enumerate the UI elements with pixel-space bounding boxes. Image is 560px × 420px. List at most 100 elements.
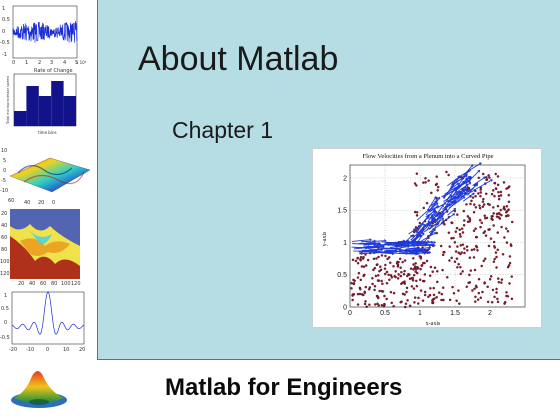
velocity-sample-point <box>497 197 501 201</box>
velocity-arrow <box>447 196 457 202</box>
velocity-sample-point <box>458 228 461 232</box>
velocity-sample-point <box>424 181 427 184</box>
surface-xtick: 60 <box>8 198 14 204</box>
velocity-sample-point <box>377 255 380 259</box>
velocity-sample-point <box>413 301 416 304</box>
velocity-sample-point <box>392 265 395 268</box>
velocity-sample-point <box>497 216 501 219</box>
signal-ytick: 1 <box>2 6 5 12</box>
velocity-sample-point <box>364 285 368 289</box>
velocity-sample-point <box>384 272 387 276</box>
velocity-sample-point <box>486 285 489 289</box>
velocity-sample-point <box>495 287 498 291</box>
velocity-sample-point <box>440 292 444 296</box>
velocity-sample-point <box>483 230 487 233</box>
velocity-sample-point <box>385 281 389 285</box>
velocity-sample-point <box>492 260 496 263</box>
bar-thumb-bar <box>63 96 76 126</box>
velocity-sample-point <box>362 265 366 268</box>
velocity-sample-point <box>492 212 495 215</box>
velocity-arrow <box>457 176 470 188</box>
velocity-sample-point <box>373 266 377 270</box>
velocity-sample-point <box>414 270 417 273</box>
velocity-sample-point <box>436 189 440 192</box>
velocity-sample-point <box>474 284 478 288</box>
velocity-sample-point <box>413 296 417 299</box>
velocity-sample-point <box>371 282 374 286</box>
sinc-ytick: 1 <box>4 293 7 299</box>
velocity-sample-point <box>474 295 477 299</box>
velocity-sample-point <box>396 277 400 280</box>
x-tick-label: 0.5 <box>380 310 390 317</box>
velocity-sample-point <box>378 289 381 293</box>
velocity-arrow <box>351 246 368 250</box>
velocity-sample-point <box>405 286 409 290</box>
velocity-sample-point <box>508 261 512 265</box>
velocity-arrow <box>407 243 429 247</box>
velocity-arrow <box>442 188 458 198</box>
velocity-sample-point <box>492 224 495 227</box>
velocity-sample-point <box>385 270 389 274</box>
velocity-sample-point <box>496 175 500 178</box>
velocity-sample-point <box>488 176 491 179</box>
velocity-sample-point <box>432 286 436 290</box>
velocity-sample-point <box>372 257 376 261</box>
signal-xtick: 0 <box>12 60 15 66</box>
sinc-xtick: -10 <box>26 347 34 353</box>
y-tick-label: 1.5 <box>337 208 347 215</box>
velocity-sample-point <box>453 260 457 264</box>
y-tick-label: 0.5 <box>337 272 347 279</box>
velocity-sample-point <box>423 290 427 294</box>
velocity-sample-point <box>465 203 468 206</box>
velocity-arrow <box>462 192 475 202</box>
velocity-sample-point <box>388 256 391 259</box>
velocity-sample-point <box>414 262 417 265</box>
velocity-sample-point <box>473 203 476 206</box>
chart-ylabel: y-axis <box>322 231 328 246</box>
velocity-sample-point <box>492 240 496 244</box>
velocity-sample-point <box>406 274 409 278</box>
velocity-sample-point <box>363 273 366 277</box>
fractal-xtick: 20 <box>18 281 24 286</box>
velocity-sample-point <box>408 304 412 308</box>
velocity-sample-point <box>460 251 463 254</box>
velocity-sample-point <box>456 213 459 216</box>
velocity-sample-point <box>496 183 500 187</box>
velocity-sample-point <box>451 285 454 289</box>
velocity-sample-point <box>485 178 488 182</box>
velocity-sample-point <box>393 274 396 278</box>
velocity-sample-point <box>510 297 514 301</box>
velocity-sample-point <box>389 290 393 294</box>
velocity-arrow <box>430 212 440 219</box>
velocity-sample-point <box>487 244 491 248</box>
velocity-sample-point <box>373 288 376 292</box>
sinc-plot-thumbnail: 1 0.5 0 -0.5 -20 -10 0 10 20 <box>0 288 95 356</box>
velocity-sample-point <box>497 280 501 284</box>
velocity-arrow <box>461 183 479 198</box>
velocity-sample-point <box>493 181 496 185</box>
sinc-ytick: 0 <box>4 320 7 326</box>
velocity-sample-point <box>461 231 465 234</box>
matlab-membrane-logo <box>8 362 70 412</box>
velocity-sample-point <box>405 290 408 294</box>
velocity-arrow <box>429 205 440 212</box>
velocity-sample-point <box>472 229 476 233</box>
velocity-sample-point <box>399 274 403 278</box>
velocity-sample-point <box>372 268 375 272</box>
velocity-sample-point <box>493 245 496 248</box>
velocity-sample-point <box>409 267 413 270</box>
velocity-sample-point <box>377 274 380 277</box>
velocity-sample-point <box>476 298 480 301</box>
fractal-image-thumbnail: 20 40 60 80 100 120 20 40 60 80 100 120 <box>0 206 95 287</box>
velocity-sample-point <box>435 175 438 178</box>
flow-velocity-chart: Flow Velocities from a Plenum into a Cur… <box>322 153 526 327</box>
velocity-sample-point <box>469 269 473 272</box>
signal-ytick: 0.5 <box>2 17 10 23</box>
velocity-sample-point <box>505 294 508 298</box>
velocity-sample-point <box>371 277 374 280</box>
velocity-sample-point <box>497 211 501 215</box>
velocity-sample-point <box>482 197 485 201</box>
velocity-sample-point <box>482 259 486 263</box>
velocity-sample-point <box>505 211 508 214</box>
velocity-sample-point <box>459 272 463 276</box>
